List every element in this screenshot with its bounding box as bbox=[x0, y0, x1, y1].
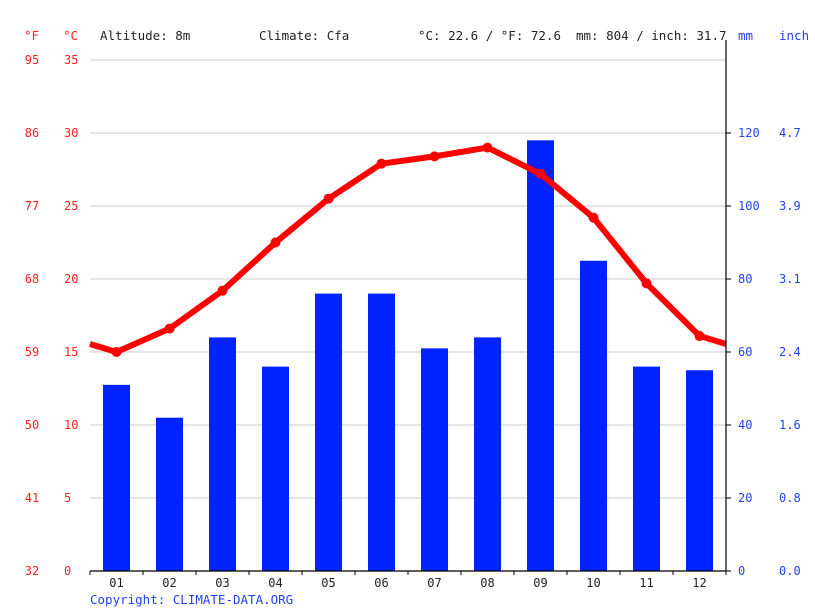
axis-labels: 32 0 41 5 50 10 59 15 68 20 77 25 86 30 95 35 0 0.0 20 0.8 4… bbox=[25, 53, 801, 590]
precipitation-bar bbox=[368, 293, 395, 571]
gridlines bbox=[90, 59, 726, 499]
mm-tick-label: 60 bbox=[738, 345, 752, 359]
mm-tick-label: 40 bbox=[738, 418, 752, 432]
month-label: 11 bbox=[639, 576, 653, 590]
chart-axes bbox=[89, 40, 731, 575]
fahrenheit-tick-label: 77 bbox=[25, 199, 39, 213]
temperature-line-path bbox=[89, 144, 727, 355]
inch-tick-label: 4.7 bbox=[779, 126, 801, 140]
fahrenheit-unit-label: °F bbox=[24, 28, 40, 43]
copyright-link[interactable]: Copyright: CLIMATE-DATA.ORG bbox=[90, 592, 294, 607]
temperature-point bbox=[535, 168, 546, 179]
mm-tick-label: 80 bbox=[738, 272, 752, 286]
inch-tick-label: 3.9 bbox=[779, 199, 801, 213]
precipitation-bar bbox=[315, 293, 342, 571]
celsius-tick-label: 35 bbox=[64, 53, 78, 67]
celsius-tick-label: 20 bbox=[64, 272, 78, 286]
month-label: 03 bbox=[215, 576, 229, 590]
temperature-point bbox=[270, 237, 281, 248]
precipitation-bar bbox=[686, 370, 713, 571]
celsius-tick-label: 25 bbox=[64, 199, 78, 213]
month-label: 02 bbox=[162, 576, 176, 590]
month-label: 05 bbox=[321, 576, 335, 590]
mm-tick-label: 0 bbox=[738, 564, 745, 578]
temperature-point bbox=[111, 347, 122, 357]
precipitation-bar bbox=[421, 348, 448, 571]
fahrenheit-tick-label: 68 bbox=[25, 272, 39, 286]
celsius-unit-label: °C bbox=[63, 28, 79, 43]
mm-tick-label: 20 bbox=[738, 491, 752, 505]
inch-unit-label: inch bbox=[779, 28, 810, 43]
temperature-point bbox=[376, 158, 387, 169]
fahrenheit-tick-label: 86 bbox=[25, 126, 39, 140]
temperature-point bbox=[482, 142, 493, 153]
celsius-tick-label: 10 bbox=[64, 418, 78, 432]
month-label: 08 bbox=[480, 576, 494, 590]
total-precipitation-label: mm: 804 / inch: 31.7 bbox=[576, 28, 727, 43]
inch-tick-label: 1.6 bbox=[779, 418, 801, 432]
temperature-line bbox=[89, 142, 727, 357]
temperature-point bbox=[641, 278, 652, 289]
month-label: 12 bbox=[692, 576, 706, 590]
precipitation-bar bbox=[580, 260, 607, 571]
climate-label: Climate: Cfa bbox=[259, 28, 350, 43]
month-label: 07 bbox=[427, 576, 441, 590]
month-label: 06 bbox=[374, 576, 388, 590]
celsius-tick-label: 5 bbox=[64, 491, 71, 505]
inch-tick-label: 2.4 bbox=[779, 345, 801, 359]
precipitation-bar bbox=[103, 384, 130, 571]
precipitation-bar bbox=[209, 337, 236, 571]
precipitation-bar bbox=[474, 337, 501, 571]
precipitation-bar bbox=[262, 366, 289, 571]
month-label: 09 bbox=[533, 576, 547, 590]
fahrenheit-tick-label: 41 bbox=[25, 491, 39, 505]
inch-tick-label: 0.0 bbox=[779, 564, 801, 578]
precipitation-bars bbox=[103, 140, 713, 572]
temperature-point bbox=[429, 151, 440, 162]
inch-tick-label: 0.8 bbox=[779, 491, 801, 505]
temperature-point bbox=[164, 323, 175, 334]
mm-unit-label: mm bbox=[738, 28, 754, 43]
mm-tick-label: 100 bbox=[738, 199, 760, 213]
altitude-label: Altitude: 8m bbox=[100, 28, 191, 43]
month-label: 01 bbox=[109, 576, 123, 590]
temperature-point bbox=[323, 193, 334, 204]
precipitation-bar bbox=[156, 417, 183, 571]
temperature-point bbox=[217, 285, 228, 296]
mm-tick-label: 120 bbox=[738, 126, 760, 140]
average-temperature-label: °C: 22.6 / °F: 72.6 bbox=[418, 28, 561, 43]
precipitation-bar bbox=[527, 140, 554, 572]
fahrenheit-tick-label: 95 bbox=[25, 53, 39, 67]
month-label: 10 bbox=[586, 576, 600, 590]
celsius-tick-label: 0 bbox=[64, 564, 71, 578]
temperature-point bbox=[694, 330, 705, 341]
precipitation-bar bbox=[633, 366, 660, 571]
celsius-tick-label: 15 bbox=[64, 345, 78, 359]
fahrenheit-tick-label: 59 bbox=[25, 345, 39, 359]
inch-tick-label: 3.1 bbox=[779, 272, 801, 286]
fahrenheit-tick-label: 32 bbox=[25, 564, 39, 578]
celsius-tick-label: 30 bbox=[64, 126, 78, 140]
fahrenheit-tick-label: 50 bbox=[25, 418, 39, 432]
temperature-point bbox=[588, 212, 599, 223]
month-label: 04 bbox=[268, 576, 282, 590]
